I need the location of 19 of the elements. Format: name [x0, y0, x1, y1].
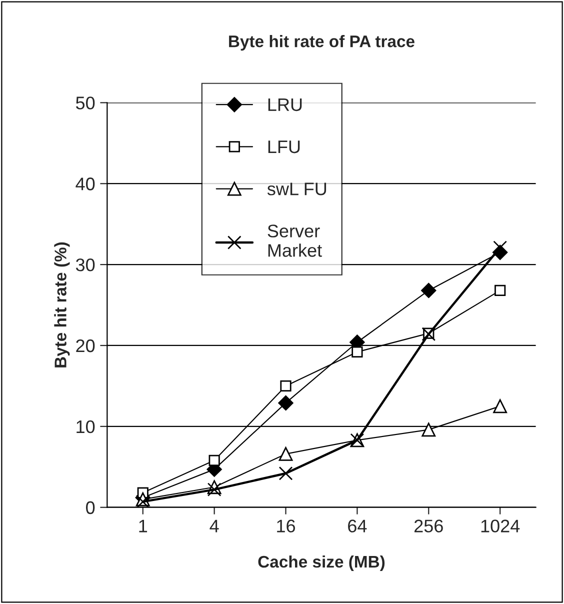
- chart-title: Byte hit rate of PA trace: [229, 35, 414, 51]
- legend-label: Server Market: [268, 224, 322, 257]
- x-tick-label: 256: [414, 520, 443, 532]
- legend-label: swL FU: [267, 182, 326, 196]
- y-tick-label: 50: [76, 96, 95, 110]
- x-tick-label: 4: [210, 520, 219, 532]
- legend-label: LFU: [268, 140, 300, 154]
- x-tick-label: 64: [348, 520, 367, 532]
- y-tick-label: 10: [76, 420, 95, 434]
- legend-label: LRU: [268, 98, 302, 112]
- y-tick-label: 0: [86, 501, 95, 514]
- y-tick-label: 20: [76, 339, 95, 352]
- x-tick-label: 1: [139, 520, 148, 532]
- y-tick-label: 30: [76, 258, 95, 272]
- x-tick-label: 16: [277, 520, 296, 532]
- x-axis-title: Cache size (MB): [258, 555, 385, 571]
- x-tick-label: 1024: [481, 520, 520, 532]
- y-tick-label: 40: [76, 178, 95, 190]
- y-axis-title: Byte hit rate (%): [54, 242, 70, 368]
